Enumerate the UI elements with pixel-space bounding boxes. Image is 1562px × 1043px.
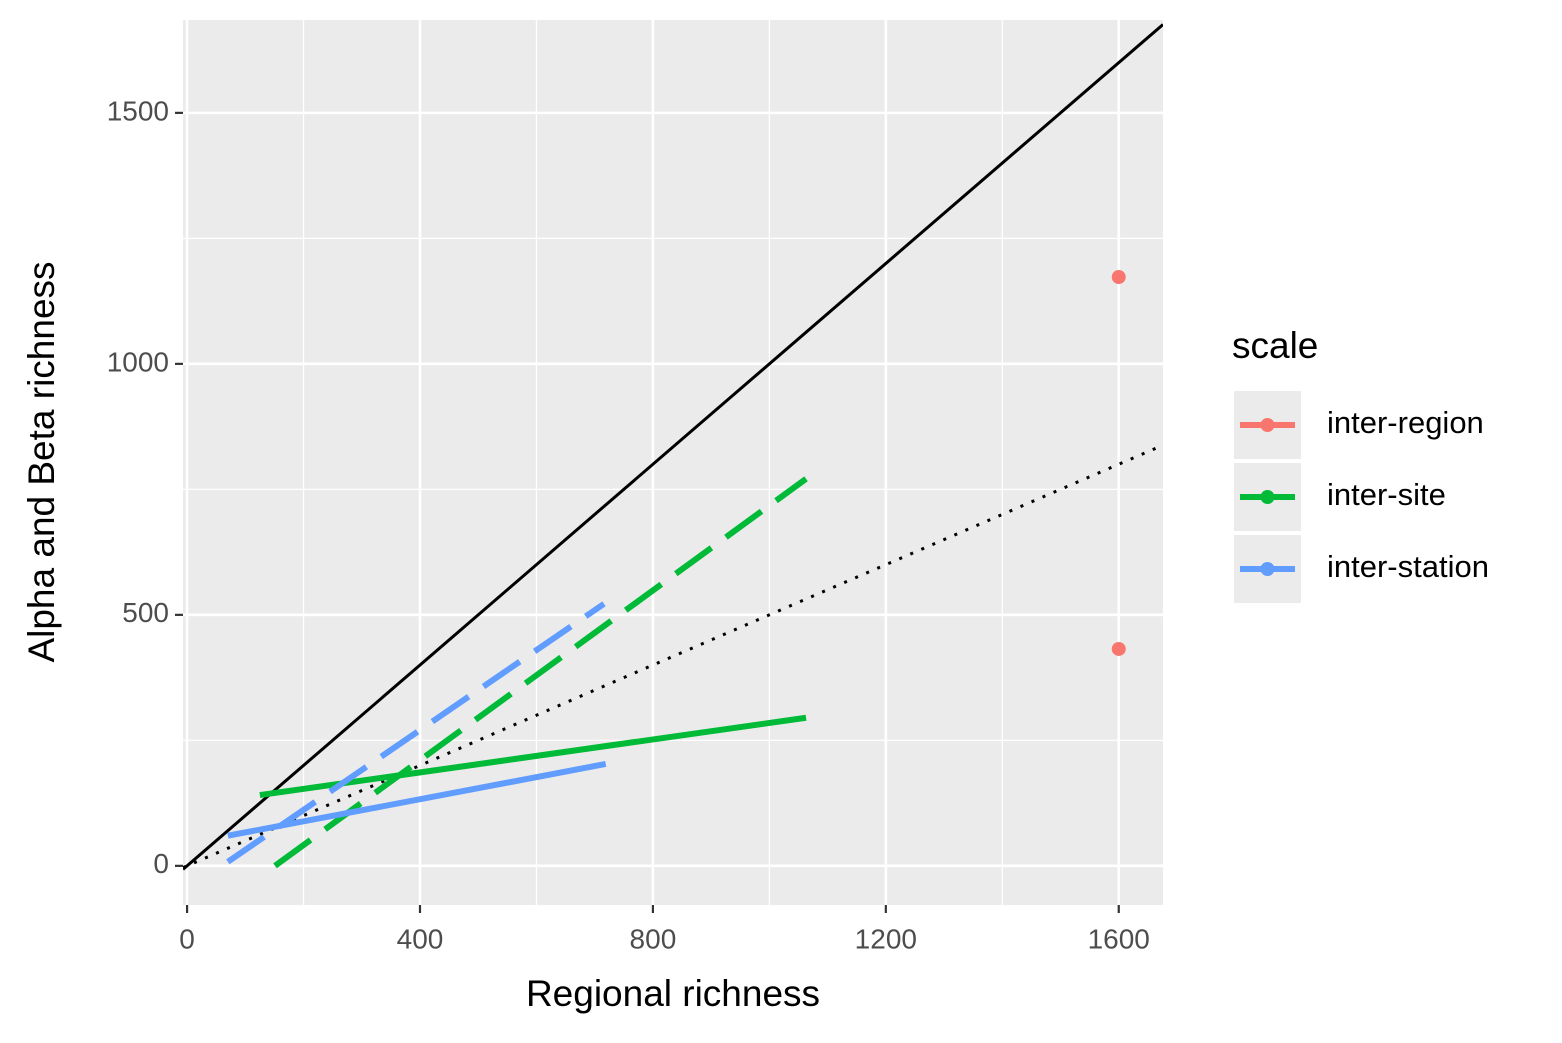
legend-swatch-point — [1260, 490, 1275, 504]
x-tick-label: 800 — [630, 923, 677, 954]
reference-line — [183, 23, 1163, 871]
legend: inter-region inter-site inter-station — [1234, 391, 1489, 603]
series-line — [226, 601, 606, 865]
x-tick-label: 1600 — [1088, 923, 1150, 954]
point — [1111, 270, 1126, 285]
reference-line — [183, 443, 1163, 869]
series-line — [259, 714, 807, 799]
y-tick-label: 0 — [153, 848, 169, 879]
axes: 0 400 800 1200 1600 0 500 1000 1500 — [107, 95, 1150, 954]
y-tick-label: 1500 — [107, 95, 169, 126]
x-axis-title: Regional richness — [526, 973, 820, 1014]
point — [1111, 641, 1126, 656]
series-line — [273, 476, 808, 869]
legend-label: inter-station — [1327, 549, 1489, 584]
x-tick-label: 400 — [397, 923, 444, 954]
legend-title: scale — [1232, 325, 1318, 366]
y-axis-title: Alpha and Beta richness — [21, 261, 62, 662]
y-tick-label: 500 — [122, 597, 169, 628]
legend-swatch-point — [1260, 418, 1275, 432]
legend-label: inter-region — [1327, 405, 1484, 440]
legend-swatch-point — [1260, 562, 1275, 576]
x-tick-label: 0 — [179, 923, 195, 954]
series-line — [227, 760, 607, 839]
x-tick-label: 1200 — [855, 923, 917, 954]
y-tick-label: 1000 — [107, 346, 169, 377]
legend-label: inter-site — [1327, 477, 1446, 512]
marks — [183, 23, 1163, 871]
panel — [183, 20, 1163, 905]
